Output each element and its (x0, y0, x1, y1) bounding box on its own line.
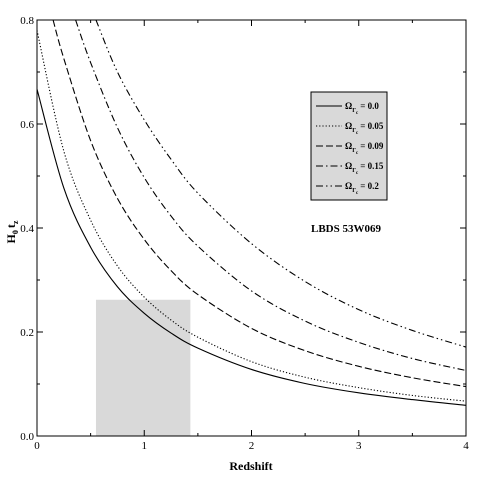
y-axis-title-t: t (4, 224, 18, 228)
x-tick-label-3: 3 (356, 440, 362, 452)
x-tick-label-0: 0 (34, 440, 40, 452)
legend-label-1: ΩΓc= 0.05 (345, 121, 384, 136)
legend-box (310, 91, 388, 201)
y-axis-title: H0 tz (4, 220, 20, 243)
y-tick-label-2: 0.4 (20, 223, 34, 235)
shaded-region (95, 299, 191, 436)
series-line-1 (37, 30, 466, 402)
x-tick-label-4: 4 (463, 440, 469, 452)
series-line-3 (75, 20, 466, 372)
legend-label-2: ΩΓc= 0.09 (345, 141, 384, 156)
chart-annotation: LBDS 53W069 (311, 223, 381, 235)
y-axis-title-sub0: 0 (11, 230, 20, 234)
series-line-0 (37, 89, 466, 406)
legend-label-0: ΩΓc= 0.0 (345, 101, 379, 116)
y-tick-label-4: 0.8 (20, 15, 34, 27)
svg-text:H0tz: H0 tz (4, 220, 20, 243)
y-tick-label-1: 0.2 (20, 327, 34, 339)
y-tick-label-3: 0.6 (20, 119, 34, 131)
legend-label-4: ΩΓc= 0.2 (345, 181, 379, 196)
series-line-2 (52, 20, 466, 388)
y-axis-title-main: H (4, 233, 18, 243)
x-tick-label-2: 2 (249, 440, 255, 452)
y-tick-label-0: 0.0 (20, 431, 34, 443)
y-axis-title-subz: z (11, 220, 20, 224)
x-tick-label-1: 1 (142, 440, 148, 452)
x-axis-title: Redshift (229, 459, 272, 473)
legend-label-3: ΩΓc= 0.15 (345, 161, 384, 176)
series-line-4 (95, 20, 466, 348)
